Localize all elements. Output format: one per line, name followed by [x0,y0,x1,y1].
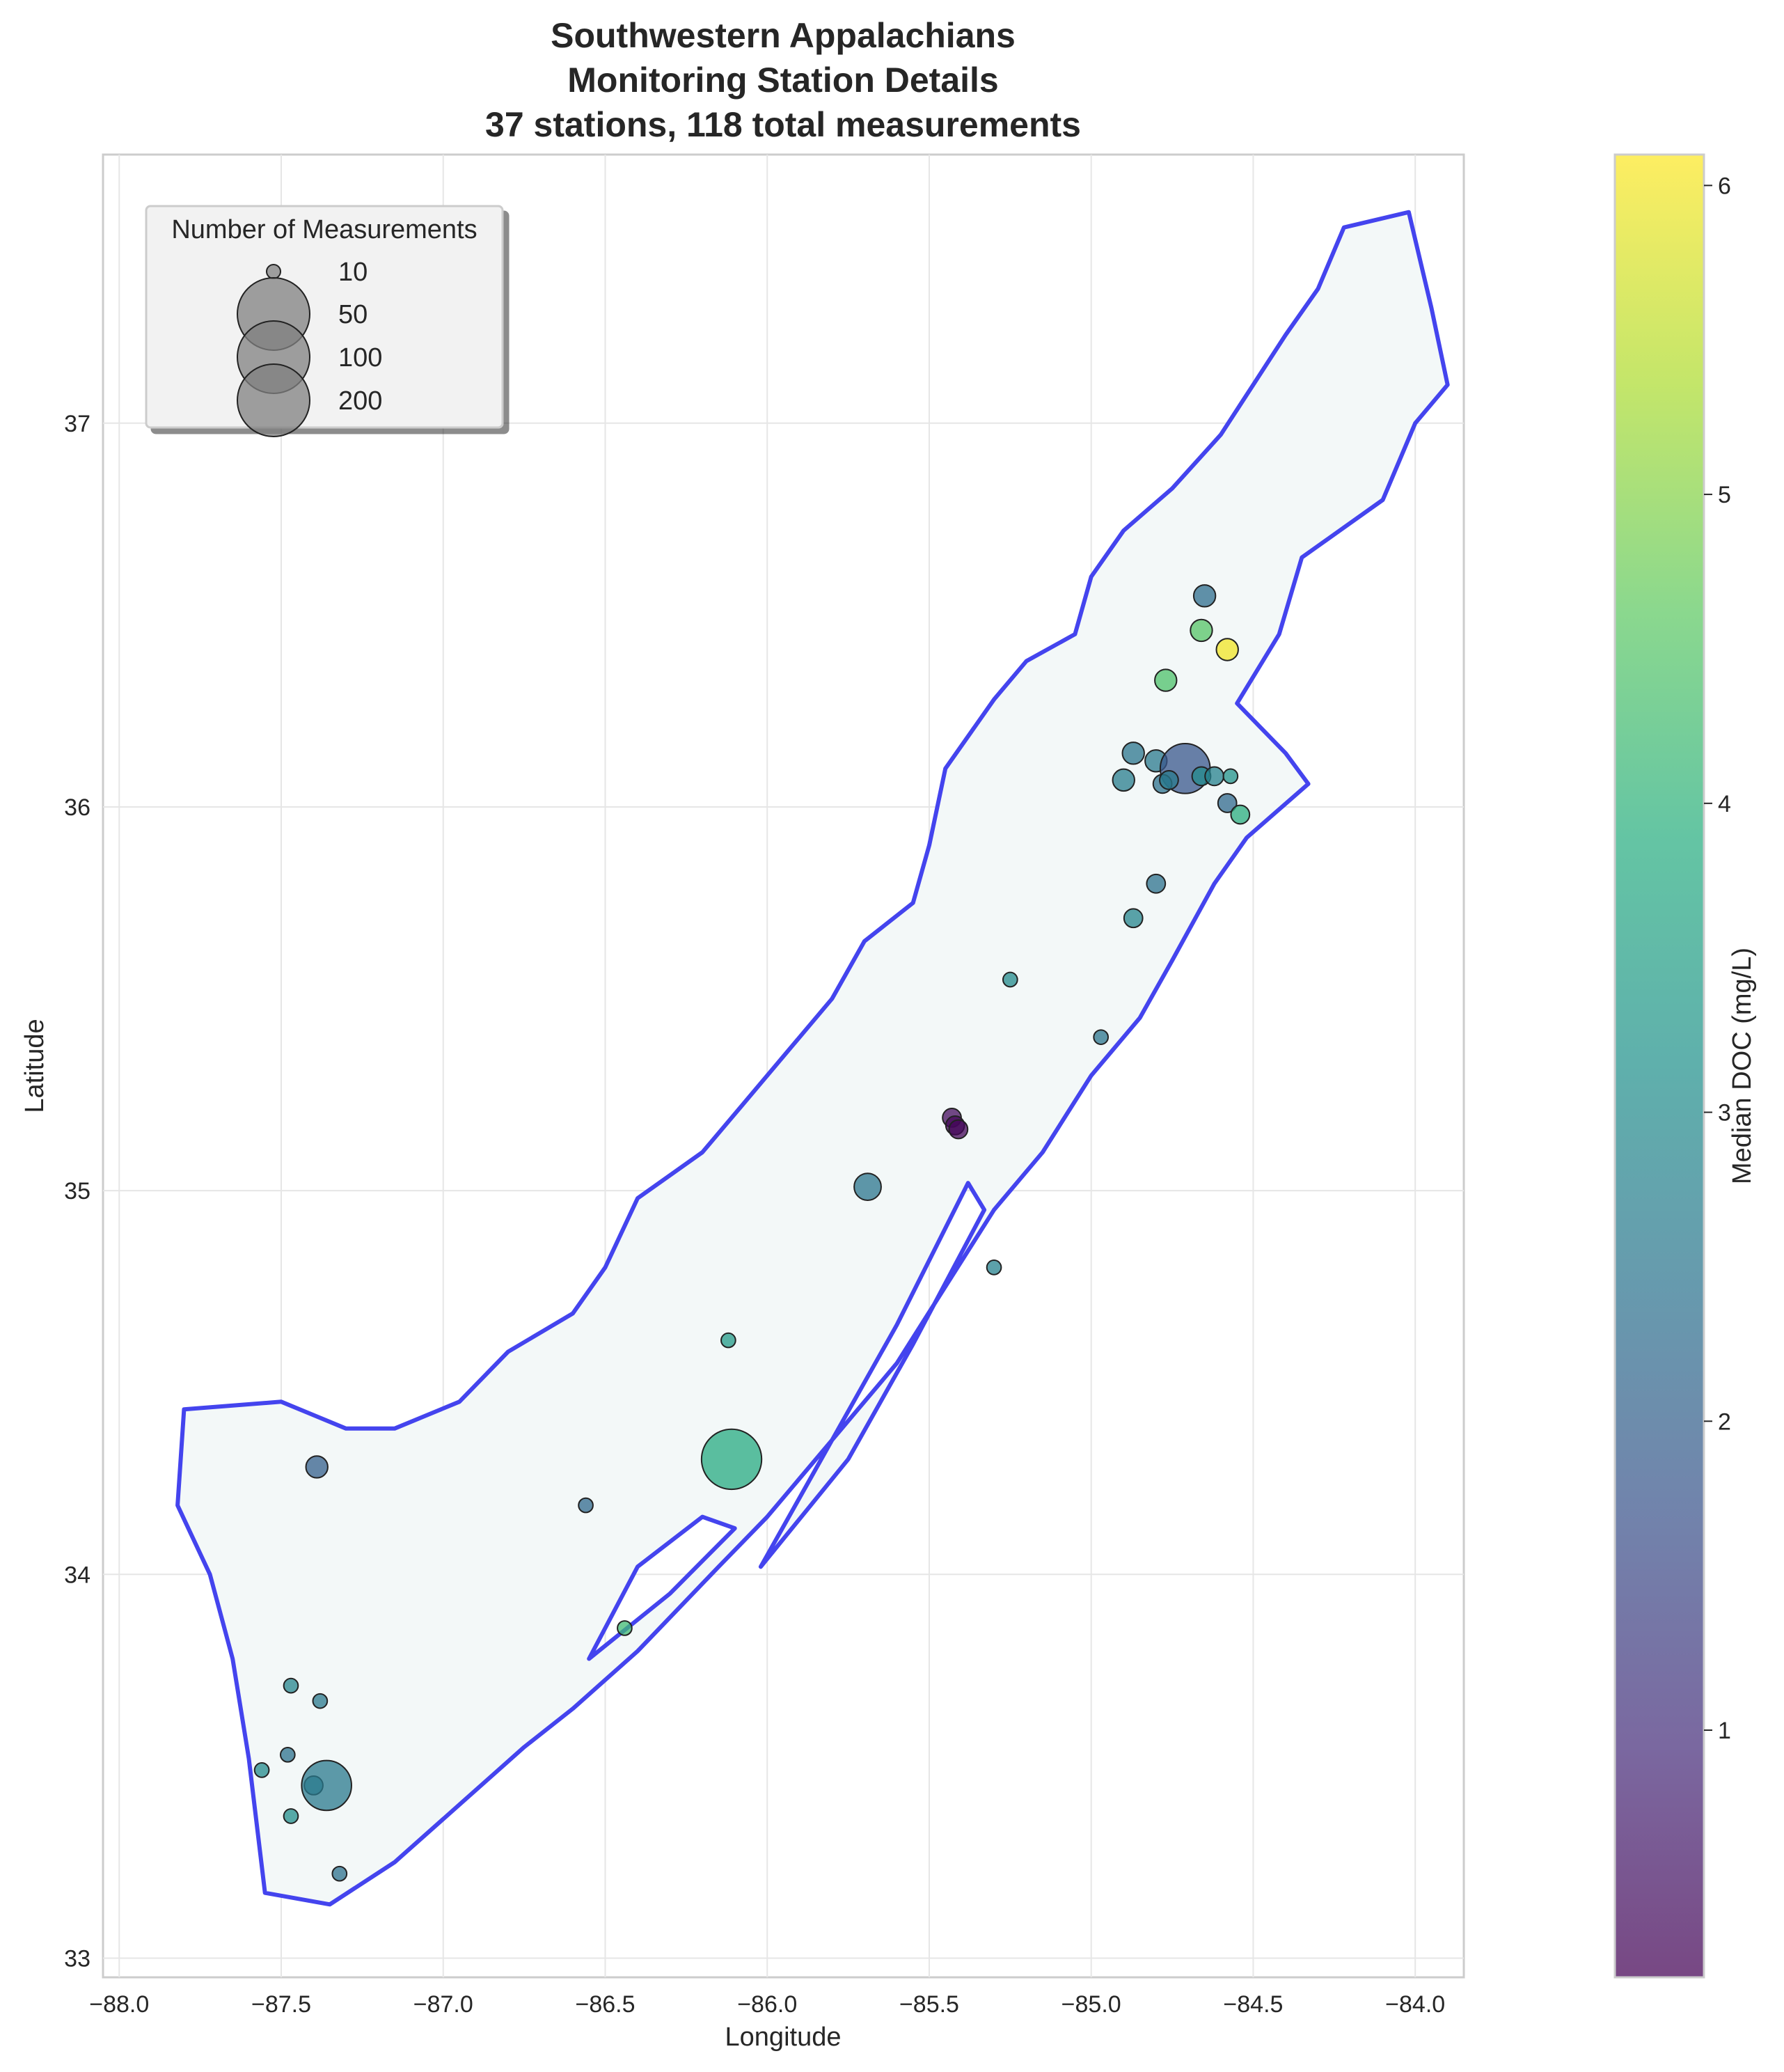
y-tick-label: 34 [64,1562,90,1588]
station-marker [720,1332,736,1349]
station-marker [312,1693,329,1709]
station-marker [1217,793,1238,813]
colorbar: 1 2 3 4 5 6 Median DOC (mg/L) [1613,153,1757,1979]
station-marker [1215,638,1239,661]
legend-box [145,205,504,429]
colorbar-tick-label: 3 [1718,1100,1731,1127]
station-marker [1230,804,1251,825]
station-marker [283,1808,299,1824]
station-marker [1190,618,1213,643]
size-legend: Number of Measurements 10 50 100 200 [145,205,504,437]
x-axis-ticks: −88.0 −87.5 −87.0 −86.5 −86.0 −85.5 −85.0 −84.5… [89,1991,1445,2018]
station-marker [1093,1029,1110,1045]
station-marker [301,1759,352,1812]
station-marker [578,1497,594,1514]
chart-title: Southwestern Appalachians Monitoring Sta… [485,16,1081,144]
y-axis-label: Latitude [20,1019,49,1113]
title-line-3: 37 stations, 118 total measurements [485,105,1081,144]
station-marker [700,1428,763,1491]
legend-title: Number of Measurements [171,215,477,244]
x-tick-label: −84.5 [1223,1991,1283,2018]
x-tick-label: −87.0 [413,1991,473,2018]
y-tick-label: 36 [64,794,90,821]
station-marker [986,1259,1002,1276]
station-marker [948,1119,969,1140]
legend-label: 100 [338,343,382,372]
colorbar-label: Median DOC (mg/L) [1728,948,1757,1184]
x-axis-label: Longitude [725,2023,842,2052]
region-outline [175,210,1450,1907]
legend-label: 50 [338,300,368,329]
colorbar-tick-label: 1 [1718,1718,1731,1744]
x-tick-label: −88.0 [89,1991,149,2018]
x-tick-label: −86.0 [737,1991,797,2018]
title-line-1: Southwestern Appalachians [551,16,1016,55]
station-markers [253,584,1251,1882]
station-marker [1204,766,1224,787]
station-marker [853,1172,882,1202]
y-axis-ticks: 33 34 35 36 37 [64,411,90,1972]
station-marker [1146,873,1167,894]
x-tick-label: −86.5 [575,1991,635,2018]
legend-entries: 10 50 100 200 [237,258,382,437]
colorbar-tick-label: 4 [1718,791,1731,817]
station-marker [617,1620,633,1636]
colorbar-tick-label: 2 [1718,1408,1731,1435]
colorbar-ticks: 1 2 3 4 5 6 [1704,173,1731,1744]
station-marker [1121,741,1145,765]
x-tick-label: −87.5 [251,1991,311,2018]
legend-label: 200 [338,386,382,416]
station-marker [1159,770,1179,790]
region-boundary [175,210,1450,1907]
station-marker [1222,768,1239,785]
station-marker [1112,768,1135,792]
station-marker [1123,908,1144,929]
station-marker [331,1865,348,1882]
legend-marker [266,264,281,279]
station-marker [283,1677,299,1694]
station-marker [279,1746,296,1763]
legend-label: 10 [338,258,368,287]
x-tick-label: −85.0 [1061,1991,1121,2018]
station-marker [1192,584,1217,608]
colorbar-tick-label: 5 [1718,482,1731,508]
y-tick-label: 35 [64,1178,90,1204]
x-tick-label: −85.5 [899,1991,959,2018]
y-tick-label: 33 [64,1945,90,1972]
colorbar-tick-label: 6 [1718,173,1731,199]
y-tick-label: 37 [64,411,90,437]
station-marker [1154,668,1178,692]
x-tick-label: −84.0 [1385,1991,1445,2018]
station-marker [1002,971,1018,988]
legend-marker [237,363,310,437]
colorbar-gradient [1613,153,1705,1979]
station-marker [253,1762,270,1778]
station-marker [305,1455,329,1479]
title-line-2: Monitoring Station Details [567,61,998,100]
